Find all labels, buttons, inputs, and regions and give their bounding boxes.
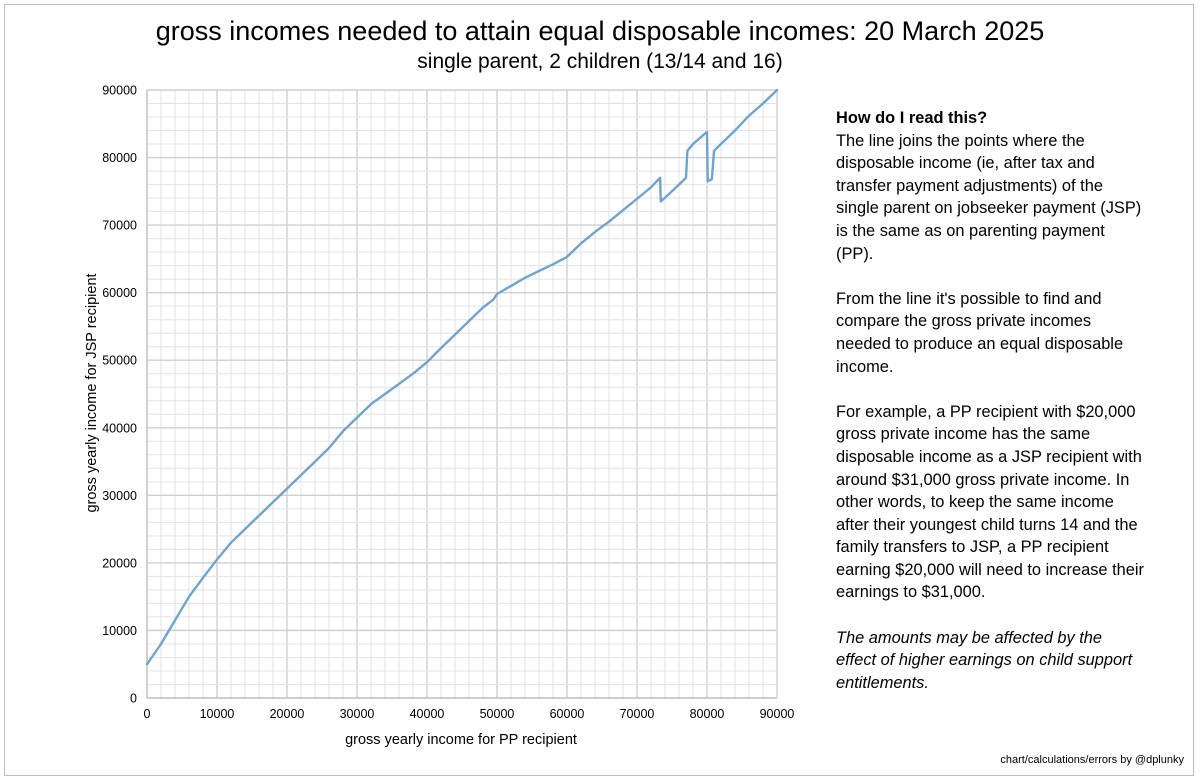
y-tick-labels: 0 10000 20000 30000 40000 50000 60000 70000 8000…	[102, 84, 137, 706]
series-line	[145, 88, 779, 666]
y-axis-label: gross yearly income for JSP recipient	[84, 273, 100, 512]
y-tick-label: 60000	[102, 286, 137, 300]
x-tick-label: 70000	[620, 707, 655, 721]
y-tick-label: 10000	[102, 624, 137, 638]
y-tick-label: 40000	[102, 421, 137, 435]
chart-title: gross incomes needed to attain equal dis…	[155, 16, 1045, 46]
x-axis-label: gross yearly income for PP recipient	[345, 732, 577, 748]
grid-lines	[146, 89, 778, 699]
credit-text: chart/calculations/errors by @dplunky	[1000, 754, 1184, 766]
explanation-paragraph-1: The line joins the points where the disp…	[836, 131, 1142, 263]
x-tick-label: 50000	[480, 707, 515, 721]
x-tick-labels: 0 10000 20000 30000 40000 50000 60000 70000 8000…	[144, 707, 795, 721]
x-tick-label: 60000	[550, 707, 585, 721]
x-tick-label: 20000	[270, 707, 305, 721]
y-tick-label: 0	[130, 692, 137, 706]
explanation-note: The amounts may be affected by the effec…	[836, 628, 1133, 692]
y-tick-label: 50000	[102, 354, 137, 368]
x-tick-label: 10000	[200, 707, 235, 721]
x-tick-label: 30000	[340, 707, 375, 721]
explanation-paragraph-2: From the line it's possible to find and …	[836, 289, 1124, 376]
x-tick-label: 90000	[760, 707, 795, 721]
y-tick-label: 80000	[102, 151, 137, 165]
y-tick-label: 20000	[102, 556, 137, 570]
y-tick-label: 90000	[102, 84, 137, 98]
chart-subtitle: single parent, 2 children (13/14 and 16)	[417, 50, 783, 73]
explanation-panel: How do I read this? The line joins the p…	[836, 107, 1146, 717]
chart-frame	[4, 4, 1194, 776]
axes	[146, 90, 777, 699]
x-tick-label: 0	[144, 707, 151, 721]
series-group	[145, 88, 779, 666]
x-tick-label: 40000	[410, 707, 445, 721]
y-tick-label: 70000	[102, 219, 137, 233]
x-tick-label: 80000	[690, 707, 725, 721]
explanation-paragraph-3: For example, a PP recipient with $20,000…	[836, 402, 1144, 602]
explanation-heading: How do I read this?	[836, 109, 988, 127]
y-tick-label: 30000	[102, 489, 137, 503]
